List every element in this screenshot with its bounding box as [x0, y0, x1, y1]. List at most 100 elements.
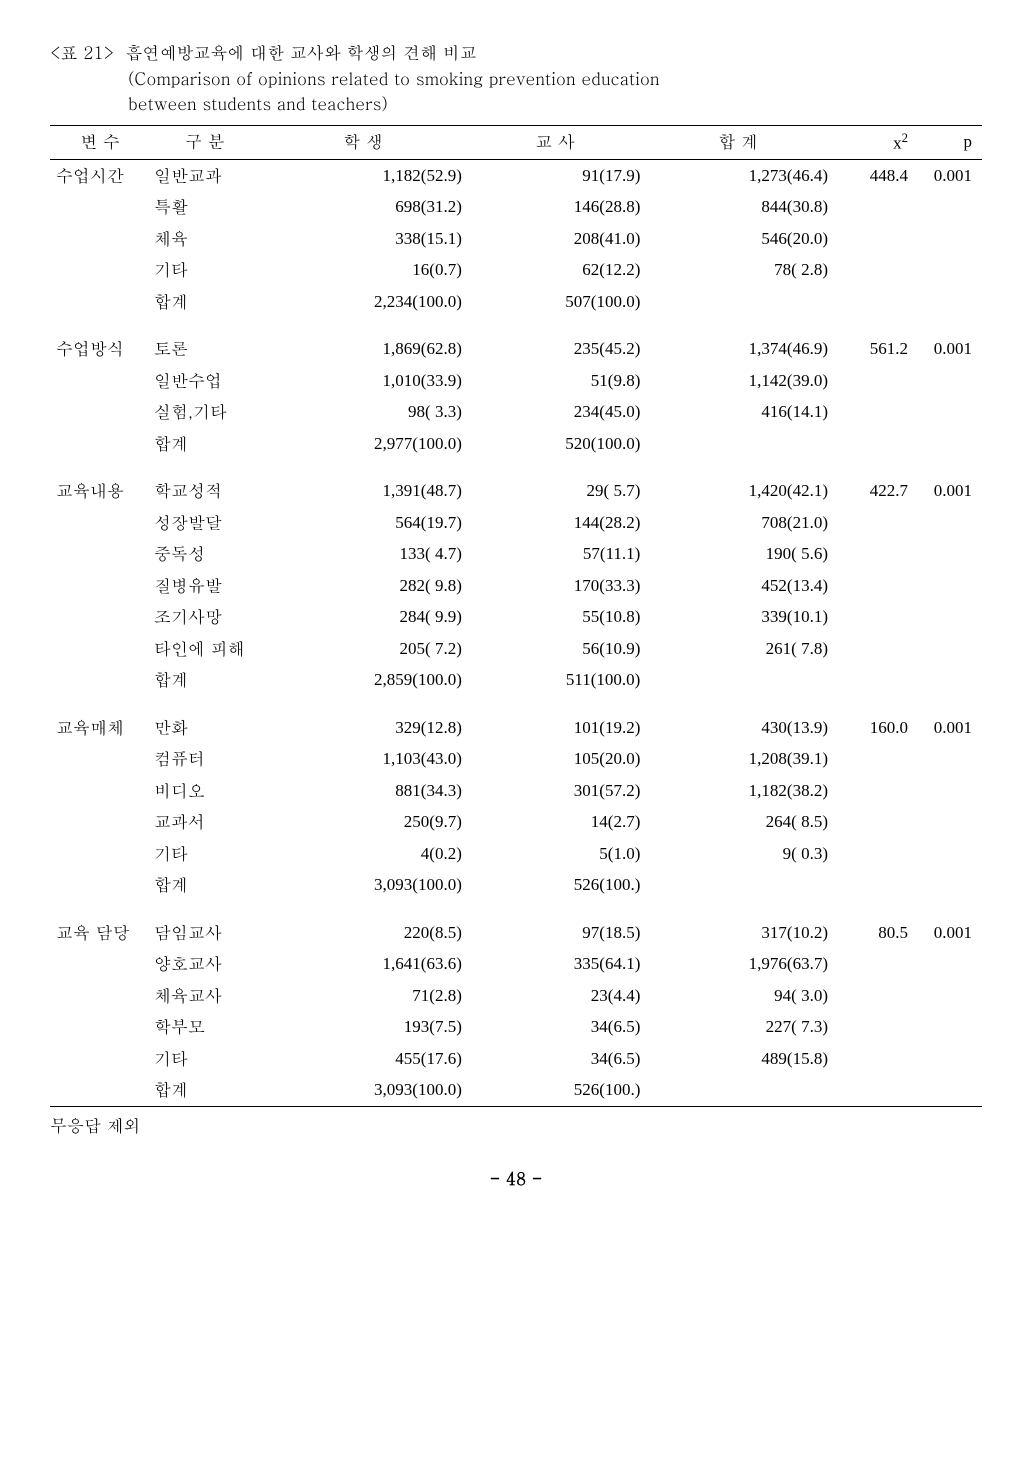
- cell-value: 133( 4.7): [260, 538, 466, 570]
- cell-value: 91(17.9): [466, 159, 644, 191]
- cell-p: [912, 806, 982, 838]
- table-row: 양호교사1,641(63.6)335(64.1)1,976(63.7): [50, 948, 982, 980]
- cell-p: [912, 286, 982, 318]
- cell-value: 190( 5.6): [644, 538, 832, 570]
- spacer-row: [50, 696, 982, 712]
- spacer-row: [50, 459, 982, 475]
- cell-value: 56(10.9): [466, 633, 644, 665]
- cell-value: 23(4.4): [466, 980, 644, 1012]
- cell-chisq: [832, 664, 912, 696]
- cell-variable: [50, 633, 150, 665]
- cell-category: 체육: [150, 223, 260, 255]
- cell-value: 4(0.2): [260, 838, 466, 870]
- table-row: 학부모193(7.5)34(6.5)227( 7.3): [50, 1011, 982, 1043]
- cell-value: 1,273(46.4): [644, 159, 832, 191]
- cell-chisq: [832, 1011, 912, 1043]
- cell-value: 452(13.4): [644, 570, 832, 602]
- cell-value: 301(57.2): [466, 775, 644, 807]
- cell-variable: [50, 428, 150, 460]
- cell-value: 416(14.1): [644, 396, 832, 428]
- cell-p: [912, 838, 982, 870]
- table-row: 합계3,093(100.0)526(100.): [50, 869, 982, 901]
- cell-variable: [50, 743, 150, 775]
- cell-p: [912, 775, 982, 807]
- comparison-table: 변 수 구 분 학 생 교 사 합 계 x2 p 수업시간일반교과1,182(5…: [50, 125, 982, 1107]
- cell-p: [912, 570, 982, 602]
- cell-category: 기타: [150, 1043, 260, 1075]
- cell-value: 2,234(100.0): [260, 286, 466, 318]
- cell-variable: [50, 775, 150, 807]
- cell-value: 9( 0.3): [644, 838, 832, 870]
- cell-value: 261( 7.8): [644, 633, 832, 665]
- cell-value: 2,859(100.0): [260, 664, 466, 696]
- table-row: 교육매체만화329(12.8)101(19.2)430(13.9)160.00.…: [50, 712, 982, 744]
- cell-p: 0.001: [912, 475, 982, 507]
- cell-value: 250(9.7): [260, 806, 466, 838]
- cell-value: 339(10.1): [644, 601, 832, 633]
- col-header-category: 구 분: [150, 125, 260, 159]
- table-caption: <표 21> 흡연예방교육에 대한 교사와 학생의 견해 비교 (Compari…: [50, 40, 982, 117]
- cell-value: 284( 9.9): [260, 601, 466, 633]
- cell-value: 205( 7.2): [260, 633, 466, 665]
- cell-value: 1,976(63.7): [644, 948, 832, 980]
- cell-value: 29( 5.7): [466, 475, 644, 507]
- cell-chisq: [832, 633, 912, 665]
- cell-value: 1,391(48.7): [260, 475, 466, 507]
- cell-category: 학부모: [150, 1011, 260, 1043]
- cell-p: [912, 664, 982, 696]
- cell-p: [912, 1011, 982, 1043]
- table-label: <표 21>: [50, 40, 114, 64]
- cell-value: 329(12.8): [260, 712, 466, 744]
- cell-chisq: [832, 806, 912, 838]
- cell-category: 조기사망: [150, 601, 260, 633]
- cell-p: [912, 191, 982, 223]
- cell-chisq: [832, 743, 912, 775]
- cell-p: [912, 254, 982, 286]
- cell-value: 170(33.3): [466, 570, 644, 602]
- cell-p: [912, 396, 982, 428]
- cell-value: 94( 3.0): [644, 980, 832, 1012]
- cell-p: [912, 538, 982, 570]
- cell-value: [644, 1074, 832, 1106]
- cell-value: 97(18.5): [466, 917, 644, 949]
- cell-value: 208(41.0): [466, 223, 644, 255]
- cell-value: 57(11.1): [466, 538, 644, 570]
- cell-chisq: [832, 601, 912, 633]
- table-row: 타인에 피해205( 7.2)56(10.9)261( 7.8): [50, 633, 982, 665]
- cell-chisq: 561.2: [832, 333, 912, 365]
- cell-chisq: [832, 396, 912, 428]
- cell-value: 520(100.0): [466, 428, 644, 460]
- cell-category: 합계: [150, 1074, 260, 1106]
- cell-value: 564(19.7): [260, 507, 466, 539]
- cell-value: 546(20.0): [644, 223, 832, 255]
- cell-variable: 수업방식: [50, 333, 150, 365]
- cell-value: 98( 3.3): [260, 396, 466, 428]
- cell-chisq: [832, 365, 912, 397]
- cell-category: 교과서: [150, 806, 260, 838]
- cell-variable: [50, 838, 150, 870]
- cell-variable: [50, 869, 150, 901]
- cell-category: 만화: [150, 712, 260, 744]
- table-title-main: 흡연예방교육에 대한 교사와 학생의 견해 비교: [126, 40, 477, 64]
- cell-variable: [50, 365, 150, 397]
- cell-value: 1,641(63.6): [260, 948, 466, 980]
- col-header-student: 학 생: [260, 125, 466, 159]
- cell-variable: [50, 223, 150, 255]
- table-row: 합계2,859(100.0)511(100.0): [50, 664, 982, 696]
- cell-chisq: [832, 980, 912, 1012]
- cell-value: 317(10.2): [644, 917, 832, 949]
- cell-value: 1,208(39.1): [644, 743, 832, 775]
- cell-chisq: [832, 223, 912, 255]
- cell-category: 실험,기타: [150, 396, 260, 428]
- table-row: 성장발달564(19.7)144(28.2)708(21.0): [50, 507, 982, 539]
- table-row: 교육 담당담임교사220(8.5)97(18.5)317(10.2)80.50.…: [50, 917, 982, 949]
- col-header-variable: 변 수: [50, 125, 150, 159]
- col-header-chisq: x2: [832, 125, 912, 159]
- cell-value: 1,103(43.0): [260, 743, 466, 775]
- table-footnote: 무응답 제외: [50, 1113, 982, 1139]
- cell-variable: [50, 538, 150, 570]
- table-row: 조기사망284( 9.9)55(10.8)339(10.1): [50, 601, 982, 633]
- cell-variable: [50, 396, 150, 428]
- cell-p: 0.001: [912, 333, 982, 365]
- cell-category: 일반교과: [150, 159, 260, 191]
